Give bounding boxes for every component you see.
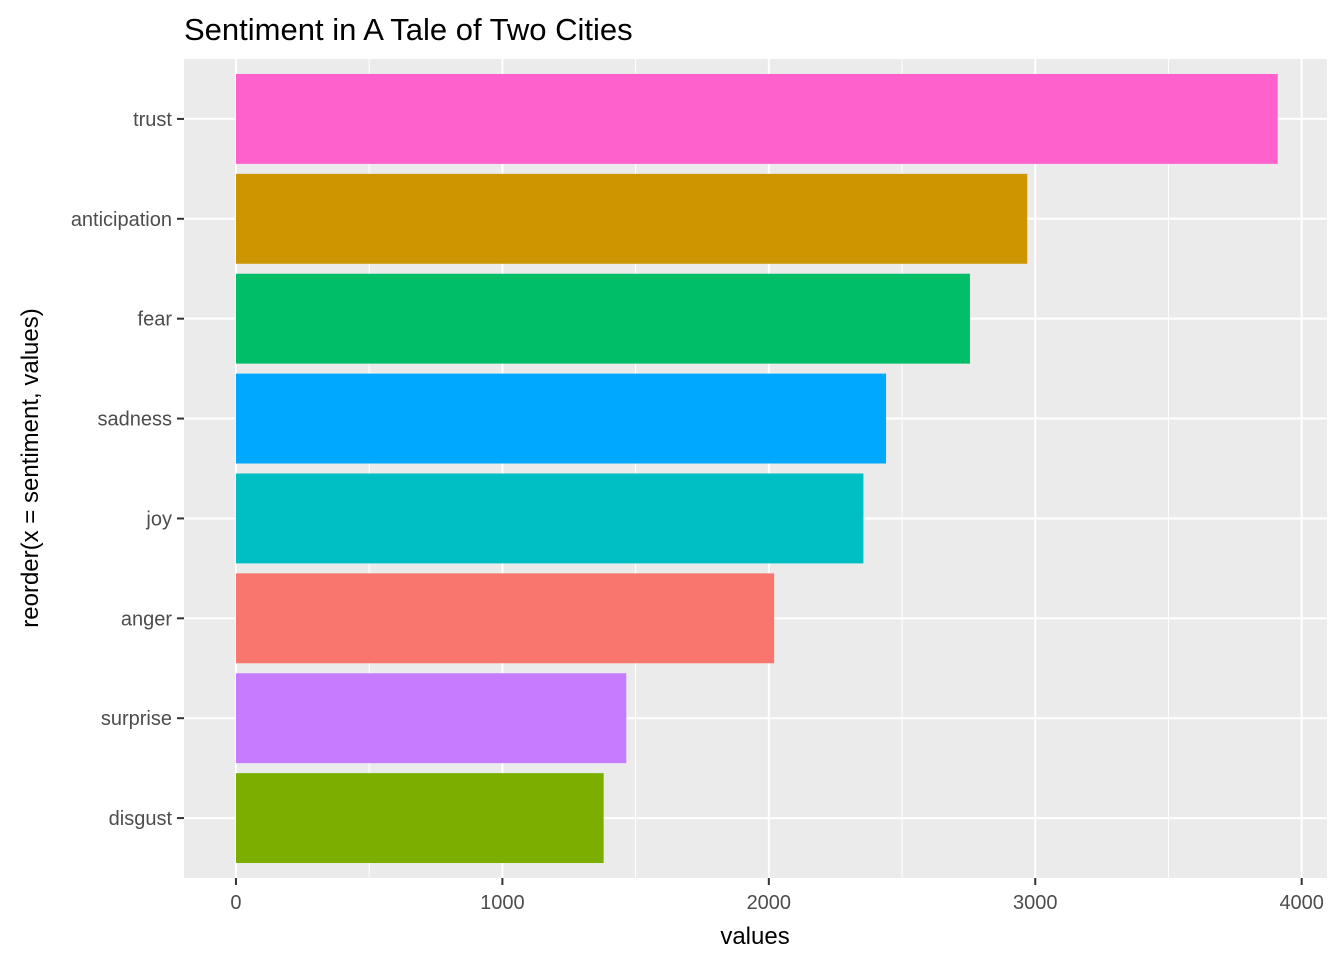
x-tick-label: 4000 (1279, 892, 1324, 914)
y-tick-label: trust (133, 109, 172, 131)
y-tick-label: anger (121, 608, 172, 630)
y-tick-label: sadness (98, 409, 173, 431)
y-tick-label: anticipation (71, 209, 172, 231)
x-tick-label: 0 (230, 892, 241, 914)
y-tick-label: joy (145, 508, 172, 530)
bar-disgust (235, 773, 604, 864)
x-axis-title: values (720, 923, 789, 950)
bar-surprise (235, 673, 627, 764)
bar-fear (235, 273, 970, 364)
x-tick-label: 1000 (480, 892, 525, 914)
y-axis: trust anticipation fear sadness joy anger surp… (71, 109, 184, 830)
y-tick-label: disgust (109, 808, 173, 830)
bars (235, 73, 1278, 864)
bar-sadness (235, 373, 887, 464)
bar-joy (235, 473, 864, 564)
y-axis-title: reorder(x = sentiment, values) (17, 308, 44, 627)
bar-anticipation (235, 173, 1028, 264)
y-tick-label: fear (138, 309, 173, 331)
y-tick-label: surprise (101, 708, 172, 730)
bar-anger (235, 573, 775, 664)
chart-title: Sentiment in A Tale of Two Cities (184, 12, 633, 47)
bar-trust (235, 73, 1278, 164)
x-tick-label: 2000 (747, 892, 792, 914)
x-axis: 0 1000 2000 3000 4000 (230, 878, 1324, 914)
x-tick-label: 3000 (1013, 892, 1058, 914)
